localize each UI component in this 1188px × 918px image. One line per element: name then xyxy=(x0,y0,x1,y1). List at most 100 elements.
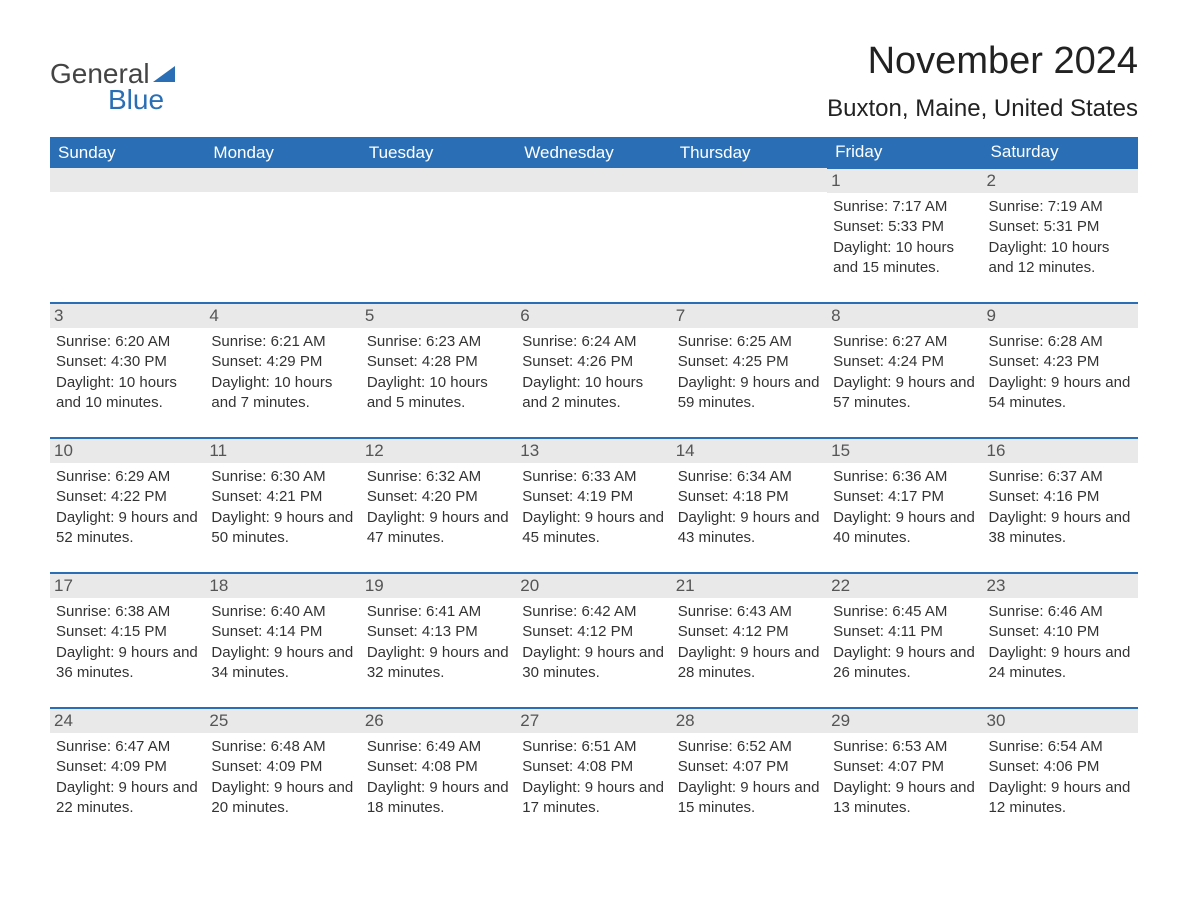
calendar-cell: 25 Sunrise: 6:48 AMSunset: 4:09 PMDayligh… xyxy=(205,708,360,842)
calendar-cell xyxy=(672,168,827,303)
calendar-cell: 26 Sunrise: 6:49 AMSunset: 4:08 PMDayligh… xyxy=(361,708,516,842)
calendar-cell: 8Sunrise: 6:27 AMSunset: 4:24 PMDaylight… xyxy=(827,303,982,438)
column-header: Thursday xyxy=(672,137,827,168)
day-details: Sunrise: 6:33 AMSunset: 4:19 PMDaylight:… xyxy=(522,467,665,548)
day-details: Sunrise: 6:32 AMSunset: 4:20 PMDaylight:… xyxy=(367,467,510,548)
calendar-cell: 7Sunrise: 6:25 AMSunset: 4:25 PMDaylight… xyxy=(672,303,827,438)
day-number-empty xyxy=(672,168,827,192)
calendar-cell: 11 Sunrise: 6:30 AMSunset: 4:21 PMDayligh… xyxy=(205,438,360,573)
calendar-week-row: 3 Sunrise: 6:20 AMSunset: 4:30 PMDaylight… xyxy=(50,303,1138,438)
day-number: 15 xyxy=(827,439,982,463)
calendar-cell: 17Sunrise: 6:38 AMSunset: 4:15 PMDayligh… xyxy=(50,573,205,708)
day-number: 5 xyxy=(361,304,516,328)
column-header: Saturday xyxy=(983,137,1138,168)
calendar-cell xyxy=(361,168,516,303)
calendar-cell: 30 Sunrise: 6:54 AMSunset: 4:06 PMDayligh… xyxy=(983,708,1138,842)
column-header: Monday xyxy=(205,137,360,168)
day-details: Sunrise: 6:36 AMSunset: 4:17 PMDaylight:… xyxy=(833,467,976,548)
calendar-cell: 27 Sunrise: 6:51 AMSunset: 4:08 PMDayligh… xyxy=(516,708,671,842)
calendar-cell: 6 Sunrise: 6:24 AMSunset: 4:26 PMDaylight… xyxy=(516,303,671,438)
calendar-cell: 19 Sunrise: 6:41 AMSunset: 4:13 PMDayligh… xyxy=(361,573,516,708)
day-details: Sunrise: 6:42 AMSunset: 4:12 PMDaylight:… xyxy=(522,602,665,683)
day-details: Sunrise: 6:53 AMSunset: 4:07 PMDaylight:… xyxy=(833,737,976,818)
day-details: Sunrise: 6:20 AMSunset: 4:30 PMDaylight:… xyxy=(56,332,199,413)
calendar-cell: 22Sunrise: 6:45 AMSunset: 4:11 PMDayligh… xyxy=(827,573,982,708)
day-details: Sunrise: 6:47 AMSunset: 4:09 PMDaylight:… xyxy=(56,737,199,818)
day-details: Sunrise: 6:24 AMSunset: 4:26 PMDaylight:… xyxy=(522,332,665,413)
calendar-cell: 15 Sunrise: 6:36 AMSunset: 4:17 PMDayligh… xyxy=(827,438,982,573)
calendar-cell: 9Sunrise: 6:28 AMSunset: 4:23 PMDaylight… xyxy=(983,303,1138,438)
day-number: 28 xyxy=(672,709,827,733)
calendar-cell: 18 Sunrise: 6:40 AMSunset: 4:14 PMDayligh… xyxy=(205,573,360,708)
day-number: 1 xyxy=(827,169,982,193)
day-details: Sunrise: 6:52 AMSunset: 4:07 PMDaylight:… xyxy=(678,737,821,818)
day-number: 13 xyxy=(516,439,671,463)
day-number: 23 xyxy=(983,574,1138,598)
day-number: 26 xyxy=(361,709,516,733)
day-number: 25 xyxy=(205,709,360,733)
calendar-cell: 23 Sunrise: 6:46 AMSunset: 4:10 PMDayligh… xyxy=(983,573,1138,708)
calendar-week-row: 1Sunrise: 7:17 AMSunset: 5:33 PMDaylight… xyxy=(50,168,1138,303)
day-number: 19 xyxy=(361,574,516,598)
calendar-cell: 14Sunrise: 6:34 AMSunset: 4:18 PMDayligh… xyxy=(672,438,827,573)
day-number: 27 xyxy=(516,709,671,733)
calendar-cell: 4 Sunrise: 6:21 AMSunset: 4:29 PMDaylight… xyxy=(205,303,360,438)
day-number: 4 xyxy=(205,304,360,328)
brand-logo: General Blue xyxy=(50,40,175,114)
day-number: 9 xyxy=(983,304,1138,328)
day-details: Sunrise: 6:30 AMSunset: 4:21 PMDaylight:… xyxy=(211,467,354,548)
calendar-header-row: SundayMondayTuesdayWednesdayThursdayFrid… xyxy=(50,137,1138,168)
calendar-week-row: 24Sunrise: 6:47 AMSunset: 4:09 PMDayligh… xyxy=(50,708,1138,842)
column-header: Tuesday xyxy=(361,137,516,168)
day-details: Sunrise: 6:54 AMSunset: 4:06 PMDaylight:… xyxy=(989,737,1132,818)
calendar-cell: 5Sunrise: 6:23 AMSunset: 4:28 PMDaylight… xyxy=(361,303,516,438)
day-number: 20 xyxy=(516,574,671,598)
month-title: November 2024 xyxy=(827,40,1138,83)
day-number: 6 xyxy=(516,304,671,328)
day-details: Sunrise: 6:43 AMSunset: 4:12 PMDaylight:… xyxy=(678,602,821,683)
day-details: Sunrise: 6:49 AMSunset: 4:08 PMDaylight:… xyxy=(367,737,510,818)
calendar-body: 1Sunrise: 7:17 AMSunset: 5:33 PMDaylight… xyxy=(50,168,1138,842)
day-details: Sunrise: 6:27 AMSunset: 4:24 PMDaylight:… xyxy=(833,332,976,413)
calendar-week-row: 10 Sunrise: 6:29 AMSunset: 4:22 PMDayligh… xyxy=(50,438,1138,573)
calendar-cell: 12 Sunrise: 6:32 AMSunset: 4:20 PMDayligh… xyxy=(361,438,516,573)
calendar-week-row: 17Sunrise: 6:38 AMSunset: 4:15 PMDayligh… xyxy=(50,573,1138,708)
day-number: 21 xyxy=(672,574,827,598)
day-details: Sunrise: 6:41 AMSunset: 4:13 PMDaylight:… xyxy=(367,602,510,683)
calendar-cell: 21 Sunrise: 6:43 AMSunset: 4:12 PMDayligh… xyxy=(672,573,827,708)
day-number: 12 xyxy=(361,439,516,463)
brand-part2: Blue xyxy=(50,86,175,114)
calendar-cell: 3 Sunrise: 6:20 AMSunset: 4:30 PMDaylight… xyxy=(50,303,205,438)
calendar-cell: 1Sunrise: 7:17 AMSunset: 5:33 PMDaylight… xyxy=(827,168,982,303)
day-details: Sunrise: 7:19 AMSunset: 5:31 PMDaylight:… xyxy=(989,197,1132,278)
day-details: Sunrise: 6:37 AMSunset: 4:16 PMDaylight:… xyxy=(989,467,1132,548)
day-details: Sunrise: 6:48 AMSunset: 4:09 PMDaylight:… xyxy=(211,737,354,818)
day-number-empty xyxy=(361,168,516,192)
day-number: 2 xyxy=(983,169,1138,193)
calendar-cell xyxy=(50,168,205,303)
day-number: 3 xyxy=(50,304,205,328)
day-details: Sunrise: 6:21 AMSunset: 4:29 PMDaylight:… xyxy=(211,332,354,413)
day-details: Sunrise: 6:29 AMSunset: 4:22 PMDaylight:… xyxy=(56,467,199,548)
day-number-empty xyxy=(516,168,671,192)
calendar-cell: 29Sunrise: 6:53 AMSunset: 4:07 PMDayligh… xyxy=(827,708,982,842)
day-number: 10 xyxy=(50,439,205,463)
calendar-cell xyxy=(516,168,671,303)
calendar-cell: 20 Sunrise: 6:42 AMSunset: 4:12 PMDayligh… xyxy=(516,573,671,708)
day-number-empty xyxy=(205,168,360,192)
column-header: Friday xyxy=(827,137,982,168)
calendar-table: SundayMondayTuesdayWednesdayThursdayFrid… xyxy=(50,137,1138,842)
calendar-cell: 13 Sunrise: 6:33 AMSunset: 4:19 PMDayligh… xyxy=(516,438,671,573)
day-details: Sunrise: 6:46 AMSunset: 4:10 PMDaylight:… xyxy=(989,602,1132,683)
calendar-cell: 2 Sunrise: 7:19 AMSunset: 5:31 PMDaylight… xyxy=(983,168,1138,303)
calendar-cell: 10 Sunrise: 6:29 AMSunset: 4:22 PMDayligh… xyxy=(50,438,205,573)
day-number: 14 xyxy=(672,439,827,463)
day-number: 30 xyxy=(983,709,1138,733)
day-number: 11 xyxy=(205,439,360,463)
calendar-cell: 28 Sunrise: 6:52 AMSunset: 4:07 PMDayligh… xyxy=(672,708,827,842)
day-number: 18 xyxy=(205,574,360,598)
day-details: Sunrise: 6:51 AMSunset: 4:08 PMDaylight:… xyxy=(522,737,665,818)
day-number: 22 xyxy=(827,574,982,598)
location-subtitle: Buxton, Maine, United States xyxy=(827,95,1138,123)
day-details: Sunrise: 6:40 AMSunset: 4:14 PMDaylight:… xyxy=(211,602,354,683)
